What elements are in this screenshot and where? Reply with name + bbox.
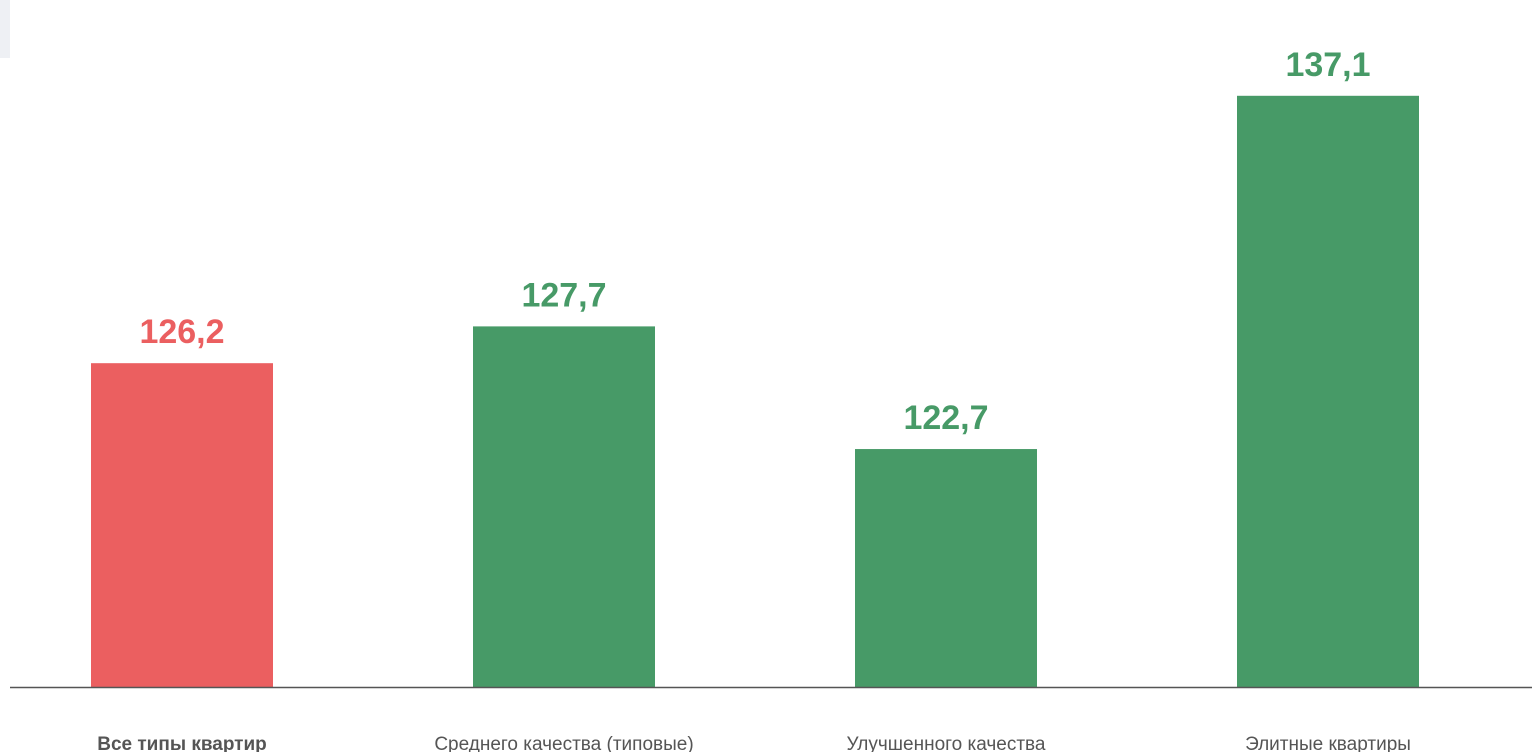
value-label-2: 122,7 <box>903 399 988 437</box>
bars-group <box>91 95 1419 687</box>
bar-0 <box>91 363 273 687</box>
category-label-1: Среднего качества (типовые) <box>434 734 693 752</box>
value-labels-group: 126,2 127,7 122,7 137,1 <box>139 46 1370 437</box>
bar-1 <box>473 326 655 687</box>
category-label-3: Элитные квартиры <box>1245 734 1411 752</box>
value-label-0: 126,2 <box>139 313 224 351</box>
value-label-3: 137,1 <box>1285 46 1370 84</box>
bar-3 <box>1237 95 1419 687</box>
category-label-2: Улучшенного качества <box>847 734 1046 752</box>
corner-tab <box>0 0 10 58</box>
category-labels-group: Все типы квартир Среднего качества (типов… <box>97 734 1411 752</box>
bar-2 <box>855 449 1037 687</box>
value-label-1: 127,7 <box>521 276 606 314</box>
category-label-0: Все типы квартир <box>97 734 267 752</box>
